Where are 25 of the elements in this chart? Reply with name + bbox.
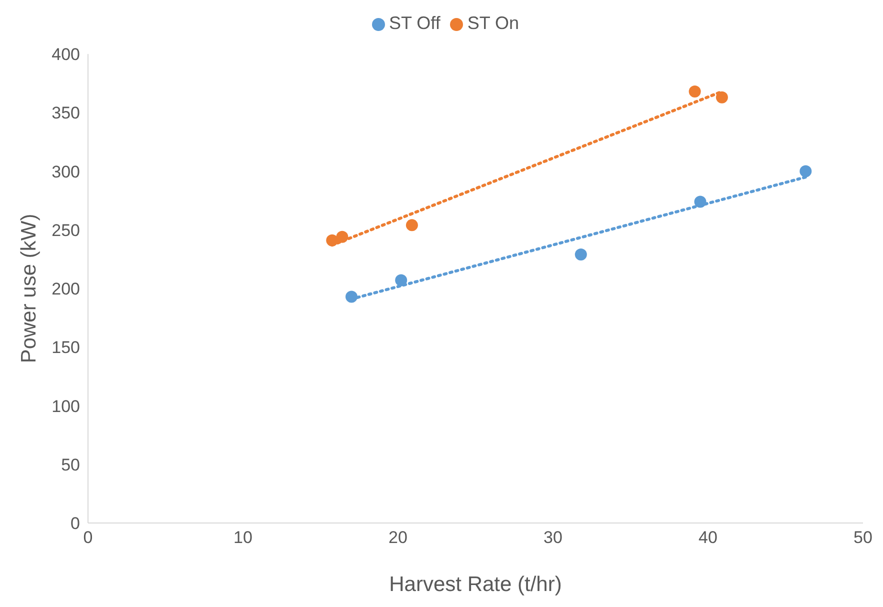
y-tick-label: 200 — [52, 280, 80, 299]
legend-label: ST On — [467, 13, 520, 33]
point — [800, 165, 812, 178]
x-tick-label: 0 — [83, 528, 93, 548]
y-tick-label: 0 — [70, 514, 80, 534]
y-tick-label: 100 — [52, 396, 80, 416]
x-axis-title: Harvest Rate (t/hr) — [389, 573, 562, 596]
x-tick-label: 30 — [544, 528, 562, 548]
point — [395, 274, 408, 286]
x-tick-label: 10 — [234, 528, 252, 548]
point — [574, 248, 587, 260]
y-tick-label: 300 — [52, 162, 80, 182]
legend-label: ST Off — [388, 13, 440, 33]
y-tick-label: 250 — [52, 220, 80, 240]
y-tick-label: 150 — [52, 338, 80, 358]
x-tick-label: 20 — [388, 528, 408, 548]
y-tick-label: 400 — [52, 45, 80, 64]
x-tick-label: 50 — [854, 528, 872, 548]
x-tick-label: 40 — [698, 528, 718, 548]
point — [406, 219, 418, 232]
y-tick-label: 350 — [52, 104, 80, 123]
y-tick-label: 50 — [61, 455, 80, 474]
point — [688, 86, 701, 98]
point — [716, 91, 728, 104]
y-axis-title: Power use (kW) — [17, 214, 40, 364]
